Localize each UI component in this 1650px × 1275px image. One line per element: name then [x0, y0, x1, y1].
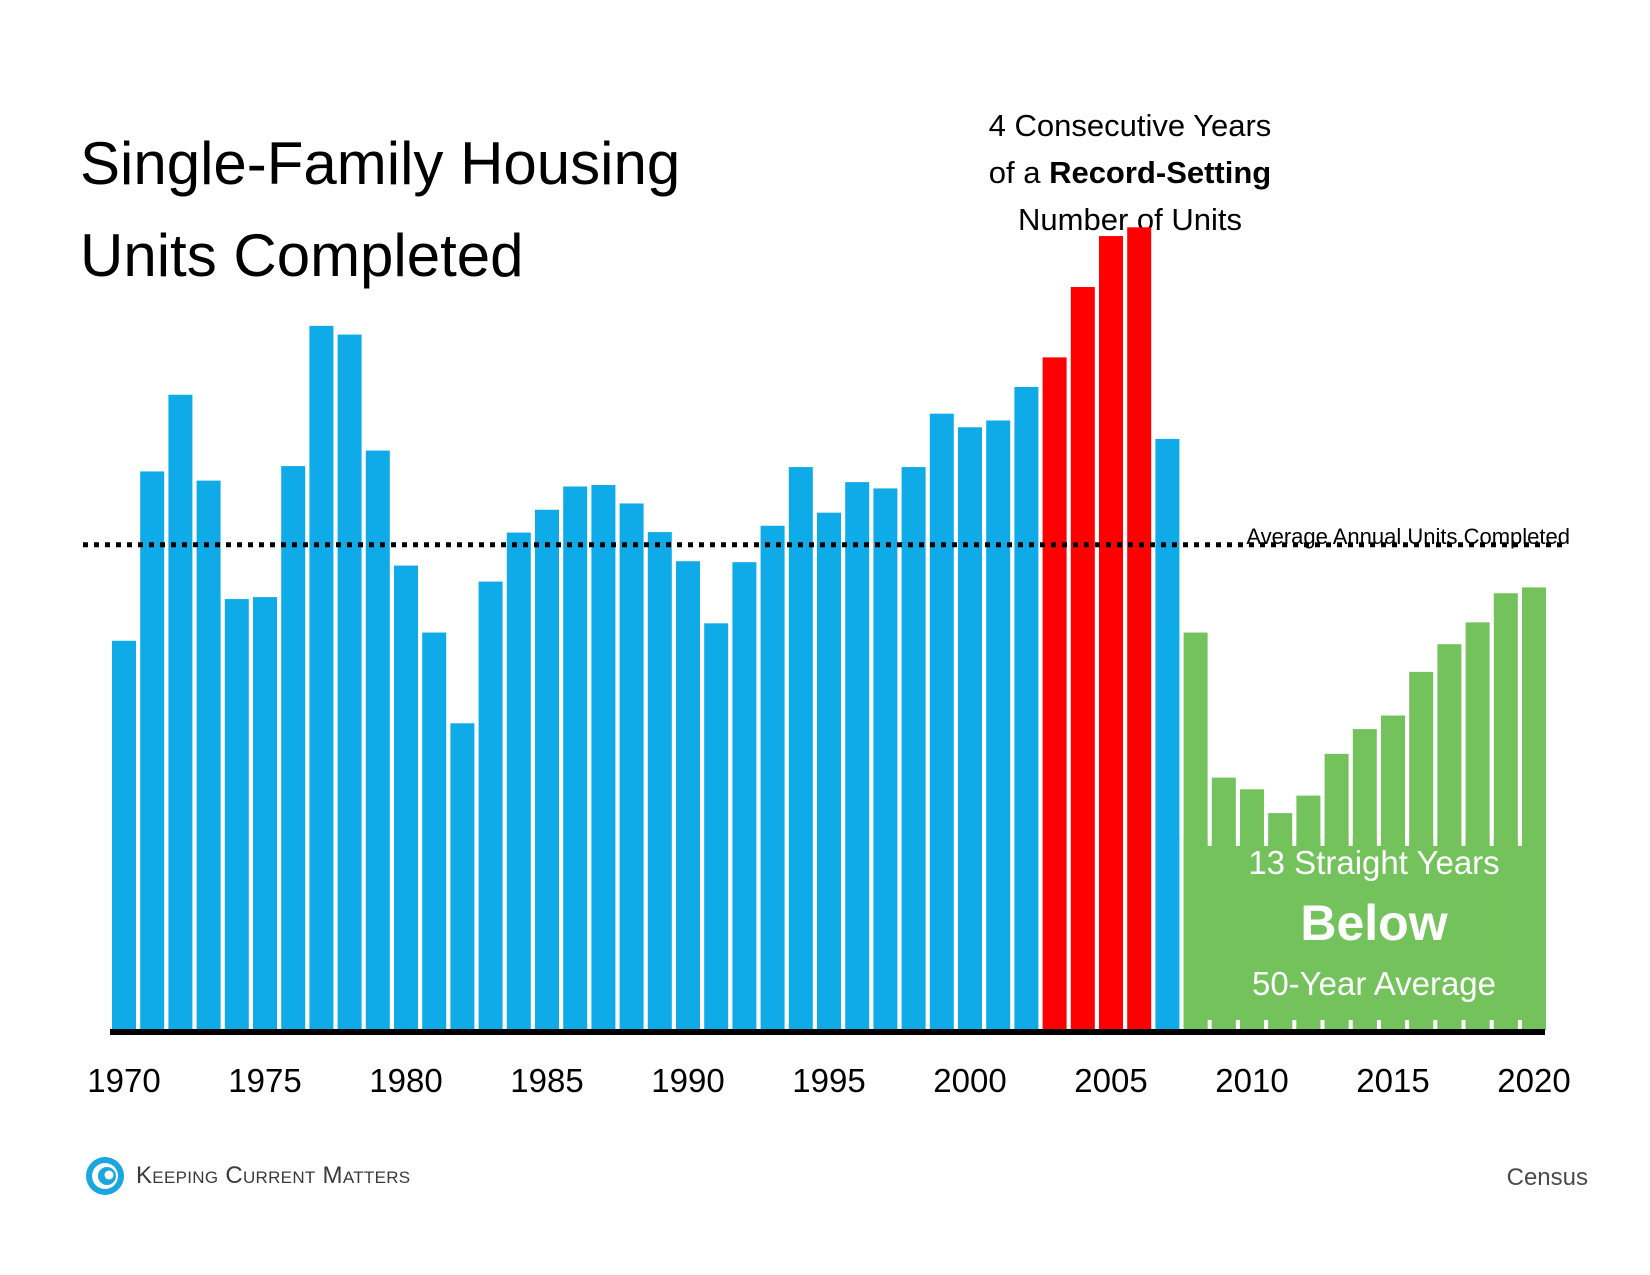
- x-tick-label: 1970: [87, 1062, 160, 1099]
- bar-1986: [563, 486, 588, 1030]
- below-annotation-line2: Below: [1300, 895, 1448, 951]
- bar-1982: [450, 723, 475, 1030]
- record-annotation: 4 Consecutive Years of a Record-Setting …: [935, 102, 1325, 243]
- source-label: Census: [1506, 1164, 1588, 1191]
- below-annotation-line1: 13 Straight Years: [1248, 844, 1500, 881]
- brand-logo: Keeping Current Matters: [84, 1155, 410, 1197]
- bar-1972: [168, 394, 193, 1030]
- x-tick-label: 2000: [933, 1062, 1006, 1099]
- bar-1973: [196, 480, 221, 1030]
- bar-1991: [704, 623, 729, 1030]
- chart-title-line1: Single-Family Housing: [80, 130, 681, 197]
- bar-1998: [901, 467, 926, 1030]
- bar-2009: [1211, 777, 1236, 1030]
- bar-1971: [140, 471, 165, 1030]
- bar-1994: [788, 467, 813, 1030]
- bar-2020: [1522, 587, 1546, 1030]
- record-annotation-line2: of a Record-Setting: [935, 149, 1325, 196]
- bar-1987: [591, 485, 616, 1030]
- record-annotation-bold: Record-Setting: [1049, 155, 1272, 190]
- bar-2015: [1381, 715, 1405, 1030]
- bar-1999: [929, 413, 954, 1030]
- brand-name: Keeping Current Matters: [136, 1162, 411, 1189]
- chart-title: Single-Family Housing Units Completed: [80, 118, 840, 302]
- bar-1985: [535, 509, 559, 1030]
- below-annotation-line3: 50-Year Average: [1251, 965, 1497, 1002]
- bar-2011: [1268, 813, 1293, 1030]
- bar-1977: [309, 325, 334, 1030]
- bar-1974: [224, 599, 249, 1030]
- bar-1990: [676, 561, 700, 1030]
- bar-1997: [873, 488, 898, 1031]
- below-average-annotation: 13 Straight Years Below 50-Year Average: [1190, 838, 1558, 1010]
- spiral-logo-icon: [86, 1157, 124, 1195]
- x-tick-label: 1990: [651, 1062, 724, 1099]
- bar-2000: [958, 427, 982, 1030]
- bar-2008: [1183, 632, 1208, 1030]
- bar-1978: [337, 334, 362, 1031]
- bar-2004: [1070, 287, 1095, 1030]
- chart-title-line2: Units Completed: [80, 222, 524, 289]
- bar-2014: [1352, 729, 1377, 1030]
- bar-2019: [1493, 593, 1518, 1030]
- record-annotation-line1: 4 Consecutive Years: [988, 108, 1272, 143]
- x-tick-label: 1975: [228, 1062, 301, 1099]
- bar-2017: [1437, 644, 1462, 1030]
- bar-2001: [986, 420, 1011, 1030]
- bar-2018: [1465, 622, 1490, 1030]
- bar-2010: [1240, 789, 1264, 1030]
- record-annotation-prefix: of a: [988, 155, 1050, 190]
- bar-1979: [365, 450, 390, 1030]
- bar-1984: [506, 532, 531, 1030]
- bar-2002: [1014, 386, 1039, 1030]
- bar-1980: [394, 565, 418, 1030]
- x-tick-label: 1985: [510, 1062, 583, 1099]
- bar-1989: [647, 532, 672, 1030]
- x-tick-label: 2015: [1356, 1062, 1429, 1099]
- bar-2006: [1127, 227, 1152, 1030]
- bar-1993: [760, 525, 785, 1030]
- bar-1988: [619, 503, 644, 1030]
- bar-1970: [112, 640, 136, 1030]
- x-tick-label: 1980: [369, 1062, 442, 1099]
- x-tick-label: 1995: [792, 1062, 865, 1099]
- bar-1996: [845, 482, 870, 1031]
- bar-2007: [1155, 438, 1180, 1031]
- bar-2012: [1296, 795, 1321, 1030]
- bar-1983: [478, 581, 503, 1030]
- bar-1992: [732, 562, 757, 1030]
- x-tick-label: 2020: [1497, 1062, 1570, 1099]
- bar-1995: [817, 512, 841, 1030]
- bar-2016: [1409, 671, 1434, 1030]
- bar-2003: [1042, 357, 1067, 1031]
- bar-1975: [253, 597, 277, 1030]
- bar-2013: [1324, 753, 1349, 1030]
- x-tick-label: 2005: [1074, 1062, 1147, 1099]
- bar-2005: [1099, 236, 1123, 1030]
- bar-1981: [422, 632, 447, 1030]
- bar-1976: [281, 466, 306, 1030]
- x-tick-label: 2010: [1215, 1062, 1288, 1099]
